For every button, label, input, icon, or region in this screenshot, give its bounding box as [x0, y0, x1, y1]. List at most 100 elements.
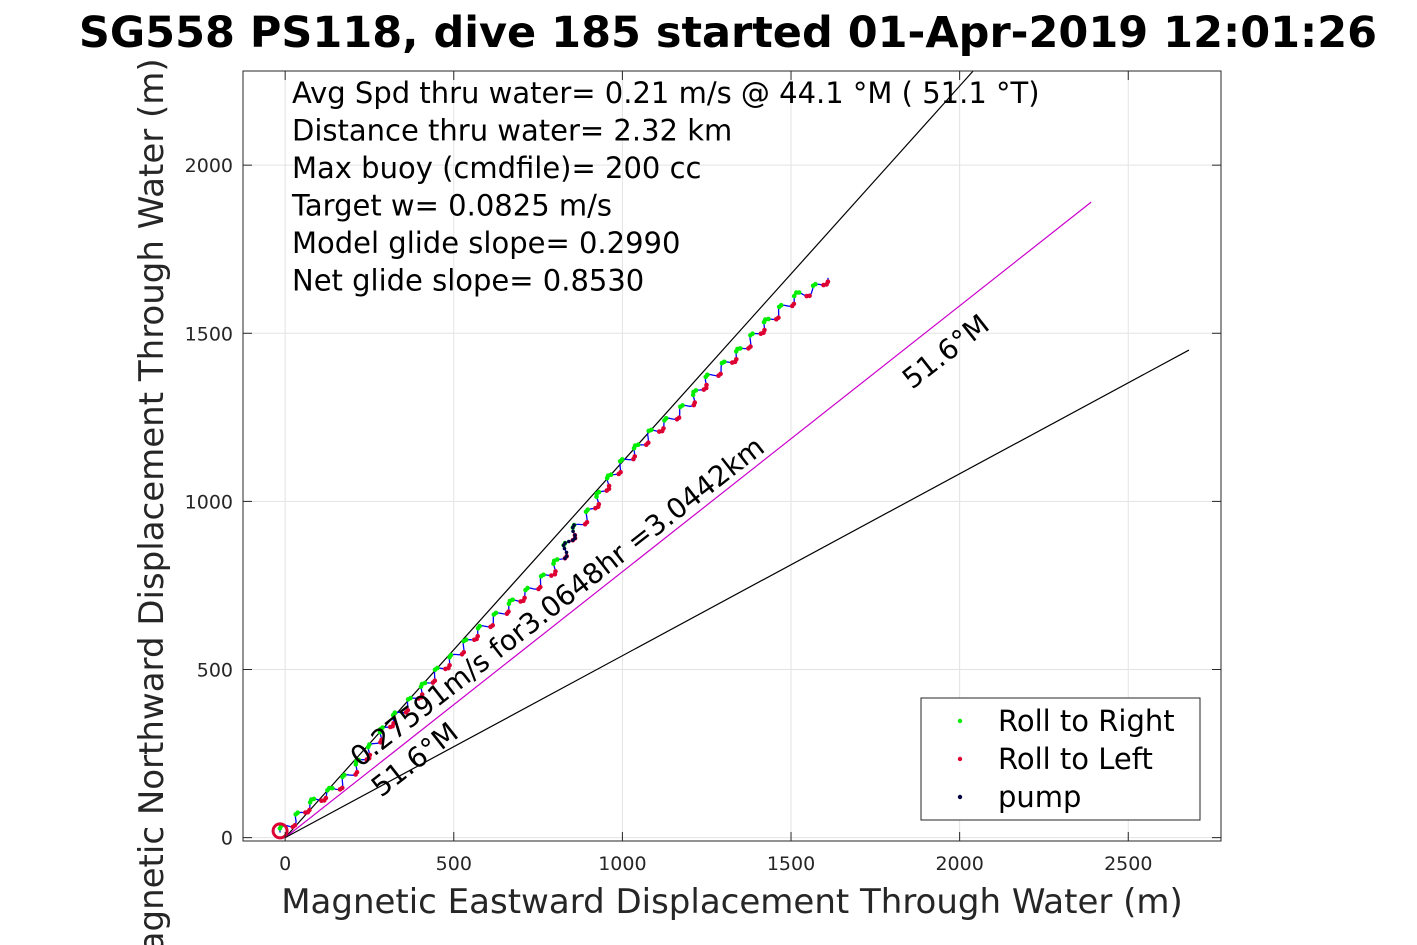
- roll-right-marker: [367, 742, 372, 747]
- chart-title: SG558 PS118, dive 185 started 01-Apr-201…: [79, 8, 1377, 58]
- info-line: Max buoy (cmdfile)= 200 cc: [292, 151, 701, 185]
- x-tick-label: 2000: [935, 853, 983, 875]
- roll-left-marker: [447, 663, 452, 668]
- roll-right-marker: [448, 652, 454, 658]
- roll-left-marker: [354, 769, 360, 775]
- roll-left-marker: [734, 357, 739, 362]
- roll-right-marker: [766, 316, 771, 322]
- roll-left-marker: [748, 344, 753, 349]
- roll-left-marker: [606, 483, 612, 489]
- roll-left-marker: [661, 426, 666, 431]
- roll-right-marker: [796, 290, 802, 295]
- legend-box: [920, 697, 1201, 821]
- legend: Roll to Right Roll to Left pump: [920, 697, 1201, 821]
- roll-right-marker: [663, 416, 669, 421]
- roll-right-marker: [295, 810, 301, 815]
- roll-left-marker: [676, 415, 682, 421]
- roll-left-marker: [506, 609, 511, 614]
- roll-right-marker: [649, 427, 654, 433]
- roll-right-marker: [477, 623, 482, 629]
- roll-right-marker: [693, 388, 699, 393]
- reference-line-lower-bound: [284, 349, 1190, 839]
- roll-left-marker: [475, 633, 481, 639]
- roll-left-marker: [432, 678, 438, 683]
- info-line: Target w= 0.0825 m/s: [291, 189, 612, 223]
- roll-right-marker: [311, 796, 317, 802]
- x-tick-label: 1500: [767, 853, 815, 875]
- reference-line-upper-bound: [284, 70, 974, 839]
- x-tick-label: 0: [279, 853, 291, 875]
- roll-right-marker: [463, 637, 469, 642]
- y-tick-label: 1000: [185, 491, 233, 513]
- roll-right-marker: [392, 710, 398, 715]
- roll-left-marker: [307, 807, 312, 813]
- roll-right-marker: [813, 281, 818, 287]
- roll-left-marker: [776, 315, 781, 321]
- roll-left-marker: [553, 569, 558, 574]
- roll-right-marker: [342, 772, 347, 778]
- x-tick-label: 500: [436, 853, 472, 875]
- roll-left-marker: [692, 400, 698, 405]
- roll-left-marker: [292, 823, 298, 828]
- roll-left-marker: [807, 293, 812, 299]
- roll-left-marker: [379, 737, 384, 743]
- roll-right-marker: [554, 557, 560, 562]
- pump-marker: [572, 523, 576, 527]
- x-tick-label: 1000: [598, 853, 646, 875]
- roll-left-marker: [461, 650, 467, 655]
- roll-right-marker: [738, 346, 743, 351]
- grid: [243, 71, 1221, 841]
- pump-marker: [573, 533, 577, 537]
- roll-left-marker: [825, 279, 831, 285]
- roll-right-marker: [722, 359, 727, 365]
- info-text-block: Avg Spd thru water= 0.21 m/s @ 44.1 °M (…: [291, 76, 1040, 298]
- legend-marker: [957, 718, 963, 724]
- legend-label: Roll to Left: [998, 742, 1153, 776]
- y-tick-label: 2000: [185, 155, 233, 177]
- roll-right-marker: [356, 757, 362, 763]
- roll-right-marker: [619, 457, 625, 462]
- y-tick-label: 500: [197, 660, 233, 682]
- legend-marker: [957, 794, 963, 800]
- roll-right-marker: [680, 403, 685, 408]
- roll-left-marker: [340, 785, 345, 791]
- roll-right-marker: [422, 680, 428, 686]
- roll-left-marker: [646, 440, 651, 446]
- info-line: Model glide slope= 0.2990: [292, 226, 680, 260]
- roll-left-marker: [419, 692, 425, 697]
- legend-marker: [957, 756, 963, 762]
- pump-marker: [567, 539, 571, 544]
- roll-right-marker: [541, 572, 546, 578]
- roll-right-marker: [635, 442, 641, 448]
- roll-left-marker: [522, 595, 527, 601]
- pump-marker: [564, 554, 569, 558]
- info-line: Distance thru water= 2.32 km: [292, 114, 732, 148]
- roll-left-marker: [718, 371, 723, 377]
- roll-left-marker: [549, 573, 554, 578]
- y-tick-label: 1500: [185, 323, 233, 345]
- roll-left-marker: [405, 708, 411, 713]
- pump-marker: [573, 536, 577, 541]
- roll-left-marker: [367, 752, 373, 758]
- legend-label: Roll to Right: [998, 704, 1175, 738]
- axis-ticks: 0 500 1000 1500 2000 2500 0 500 1000 1500 2000: [185, 71, 1221, 875]
- start-marker: [271, 822, 289, 840]
- roll-markers: [271, 279, 831, 840]
- roll-left-marker: [791, 301, 797, 307]
- pump-marker: [563, 541, 567, 545]
- plot-frame: [242, 70, 1222, 842]
- y-tick-label: 0: [221, 828, 233, 850]
- roll-right-marker: [705, 372, 710, 378]
- reference-lines: [284, 70, 1190, 839]
- roll-left-marker: [632, 454, 638, 459]
- info-line: Net glide slope= 0.8530: [292, 264, 644, 298]
- roll-right-marker: [493, 610, 499, 616]
- roll-left-marker: [618, 469, 623, 475]
- roll-right-marker: [750, 331, 755, 337]
- x-tick-label: 2500: [1104, 853, 1152, 875]
- roll-left-marker: [762, 327, 767, 333]
- roll-left-marker: [391, 721, 396, 726]
- roll-right-marker: [596, 489, 602, 495]
- roll-right-marker: [330, 785, 335, 791]
